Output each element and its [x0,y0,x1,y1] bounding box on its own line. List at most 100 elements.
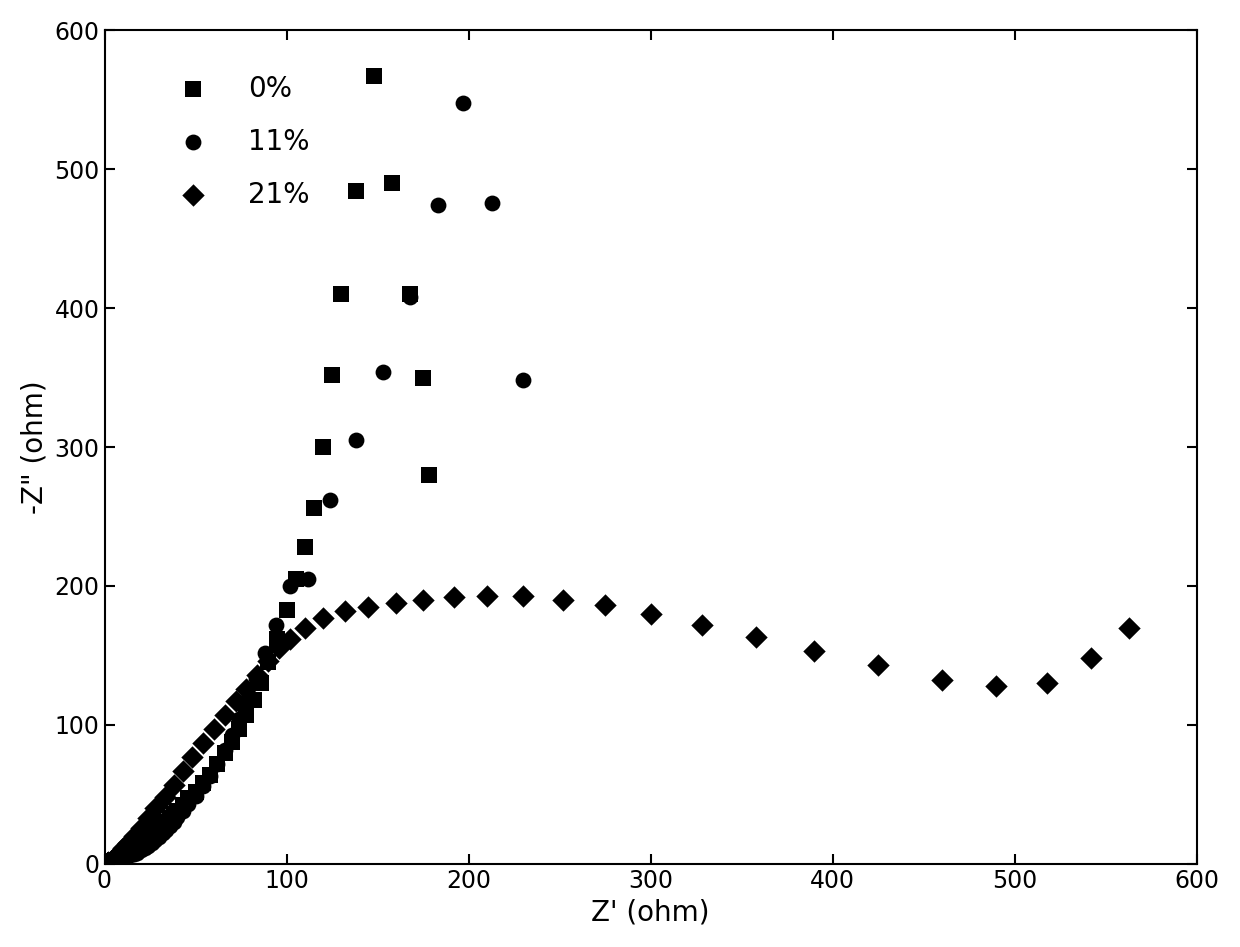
0% [285,571,305,586]
11% [109,852,129,867]
11% [200,769,219,784]
0% [382,175,402,190]
0% [295,540,315,555]
11% [186,788,206,803]
21% [746,630,766,645]
0% [109,850,129,866]
0% [179,791,198,806]
21% [641,606,661,621]
11% [167,809,187,824]
21% [118,835,138,850]
0% [172,797,192,813]
0% [145,824,165,839]
21% [335,603,355,618]
11% [453,95,472,110]
0% [186,784,206,799]
11% [215,742,234,758]
0% [102,853,122,868]
0% [419,467,439,482]
11% [145,832,165,848]
21% [932,672,952,688]
11% [207,756,227,771]
21% [295,620,315,635]
11% [120,848,140,863]
11% [428,198,448,213]
0% [193,776,213,791]
21% [226,693,246,708]
11% [135,841,155,856]
21% [1038,675,1058,690]
21% [145,800,165,815]
21% [358,599,378,615]
11% [237,693,257,708]
21% [1081,651,1101,666]
0% [156,814,176,830]
0% [222,734,242,749]
21% [595,598,615,613]
0% [331,287,351,302]
21% [172,763,192,778]
0% [268,631,288,646]
11% [117,849,136,865]
0% [141,829,161,844]
11% [193,778,213,794]
11% [246,670,265,686]
11% [222,727,242,742]
11% [164,814,184,830]
21% [258,653,278,669]
11% [128,845,148,860]
21% [131,820,151,835]
0% [237,707,257,723]
0% [304,501,324,516]
11% [299,571,319,586]
11% [131,842,151,857]
21% [280,631,300,646]
21% [312,610,332,625]
11% [320,492,340,508]
0% [365,68,384,83]
21% [237,681,257,696]
21% [386,595,405,610]
0% [258,654,278,670]
11% [105,853,125,868]
11% [124,847,144,862]
21% [139,811,159,826]
11% [160,818,180,833]
21% [155,790,175,805]
21% [164,777,184,792]
0% [139,831,159,847]
0% [244,692,264,707]
21% [203,722,223,737]
21% [1120,620,1140,635]
11% [346,433,366,448]
0% [160,811,180,826]
0% [131,837,151,852]
0% [413,370,433,385]
21% [868,657,888,672]
21% [124,829,144,844]
0% [167,803,187,818]
11% [229,712,249,727]
11% [172,803,192,818]
0% [252,675,272,690]
21% [193,735,213,750]
0% [200,767,219,782]
11% [113,850,133,866]
0% [322,367,342,383]
21% [182,749,202,764]
21% [805,644,825,659]
0% [346,184,366,199]
11% [373,365,393,380]
0% [105,852,125,867]
11% [102,853,122,868]
11% [139,838,159,853]
11% [179,796,198,812]
0% [312,439,332,455]
0% [117,847,136,862]
11% [265,617,285,633]
21% [98,855,118,870]
0% [120,845,140,860]
0% [277,602,296,617]
Legend: 0%, 11%, 21%: 0%, 11%, 21% [151,61,324,223]
21% [269,641,289,656]
